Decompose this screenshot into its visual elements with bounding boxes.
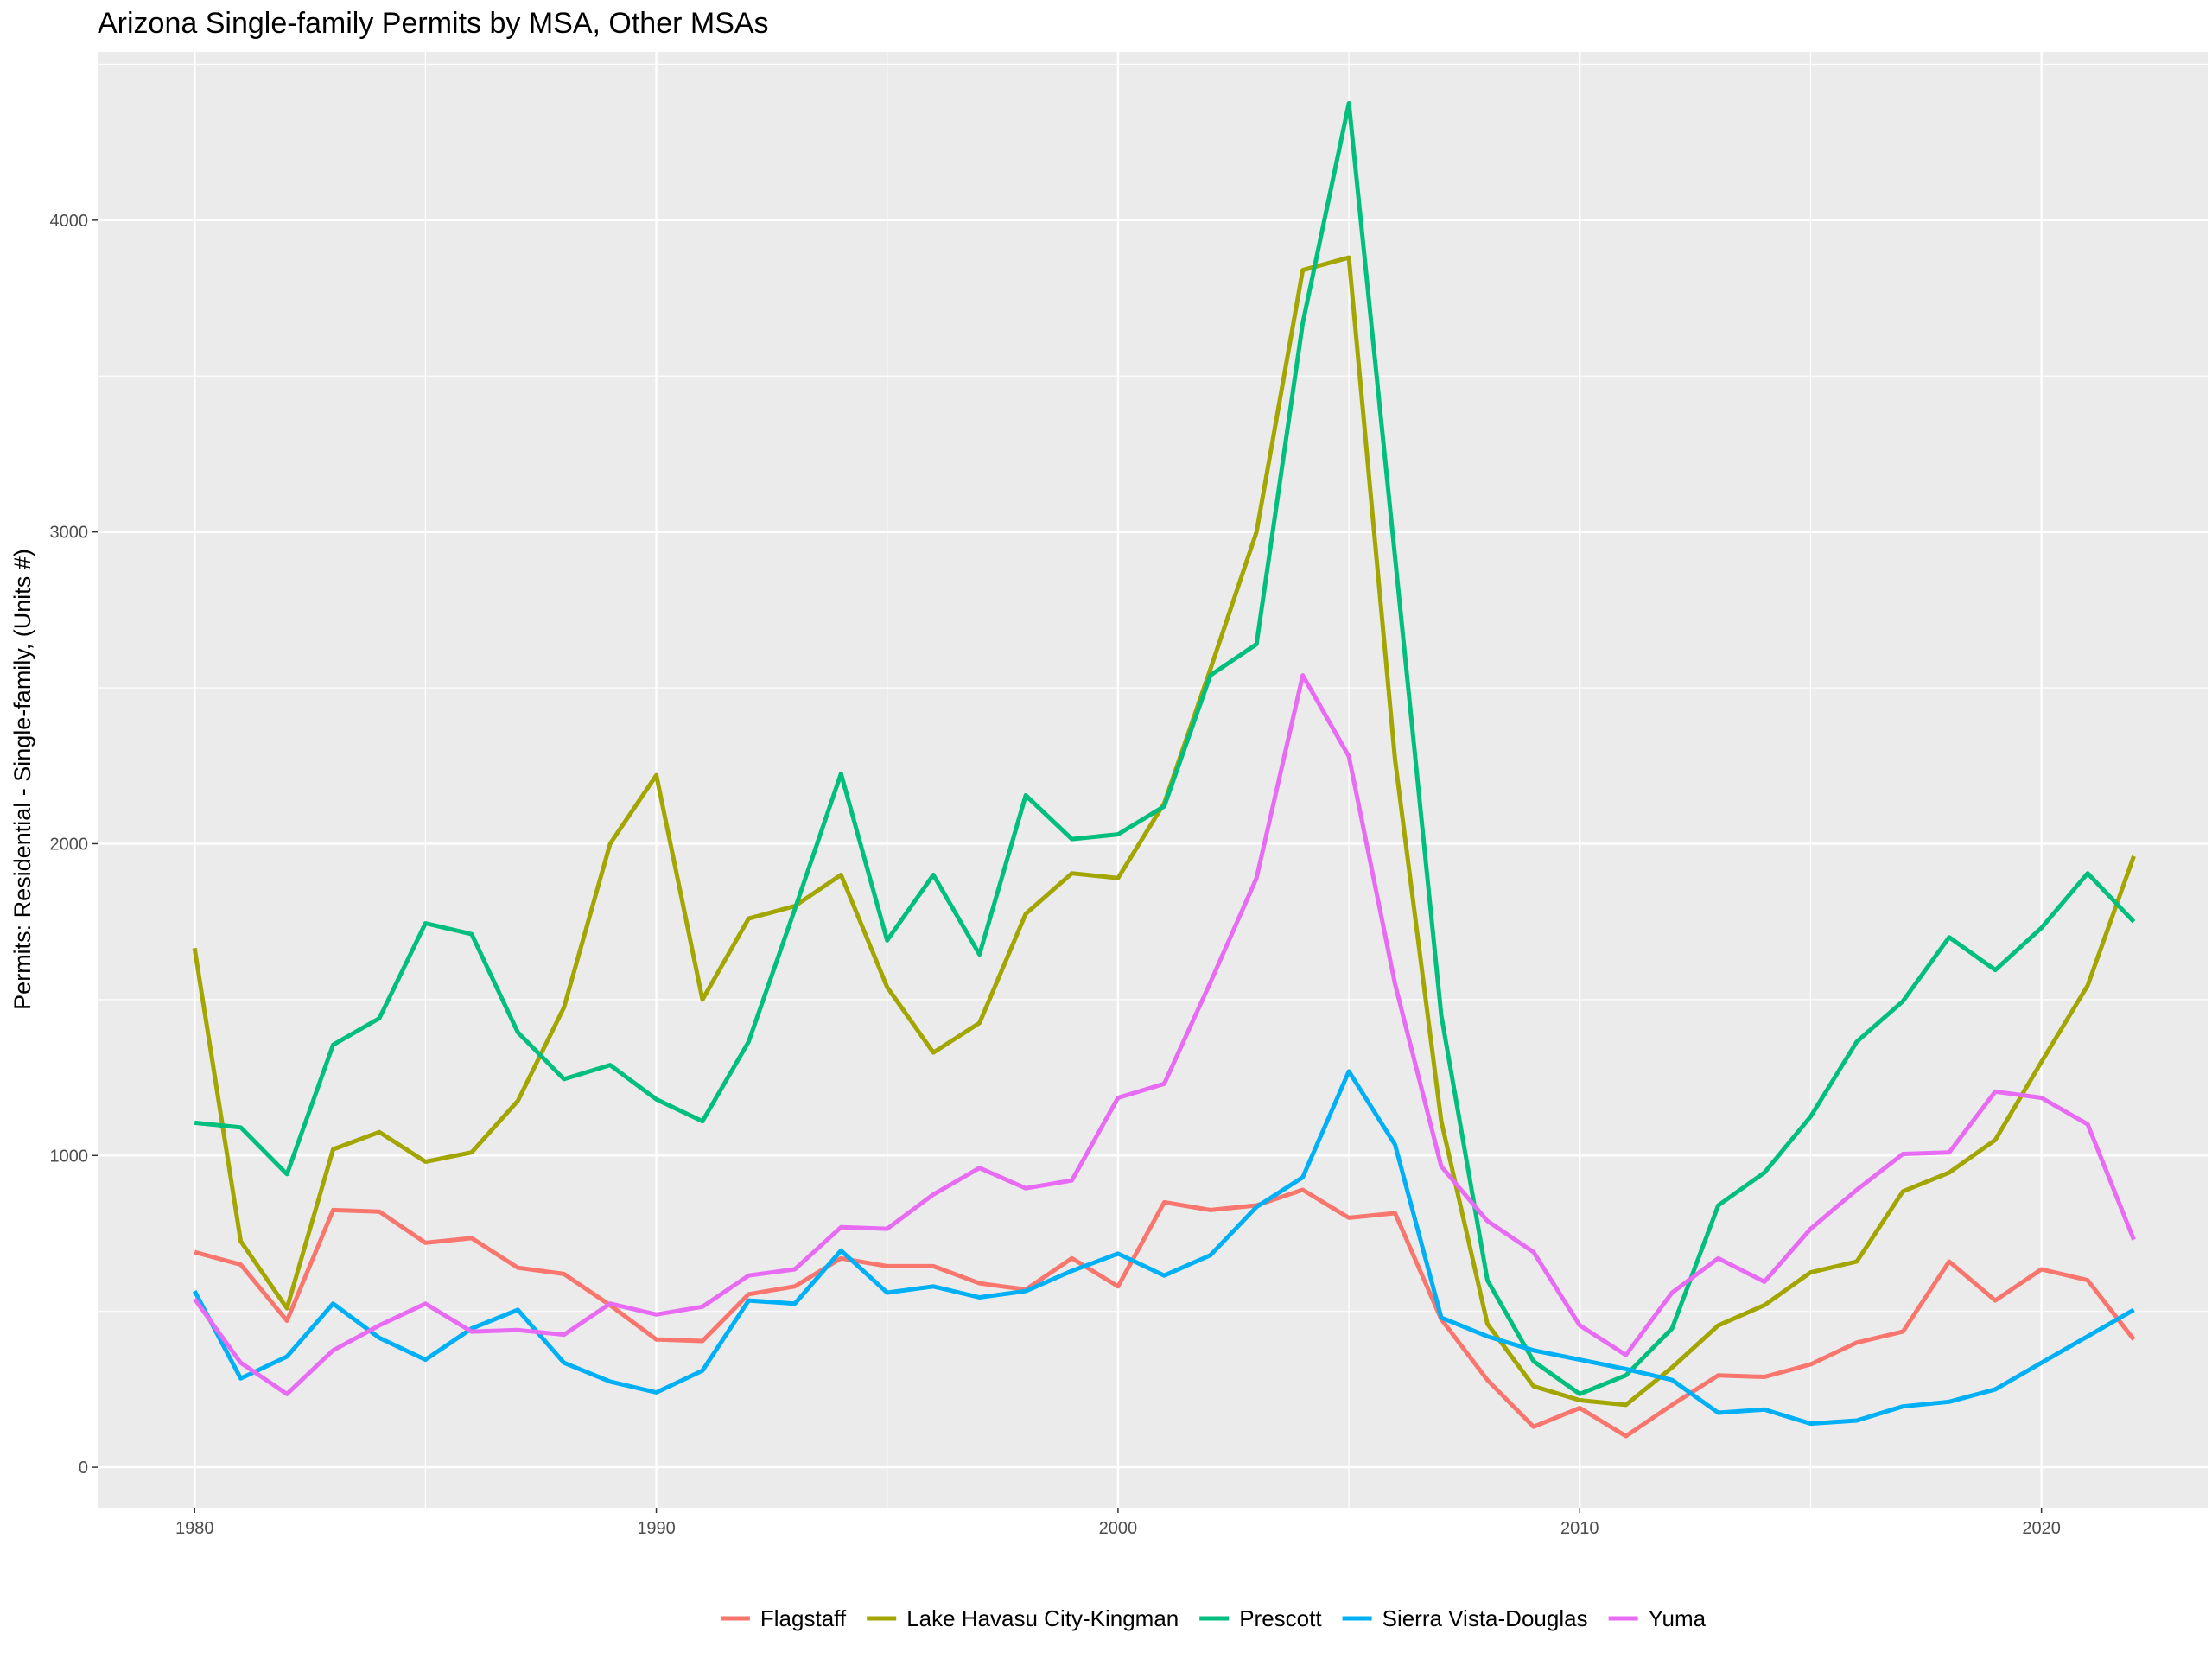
legend-item-yuma: Yuma bbox=[1608, 1605, 1707, 1631]
legend-label: Prescott bbox=[1239, 1605, 1322, 1631]
legend-item-prescott: Prescott bbox=[1199, 1605, 1322, 1631]
legend-label: Sierra Vista-Douglas bbox=[1382, 1605, 1588, 1631]
x-tick-label: 1980 bbox=[175, 1519, 214, 1538]
y-tick-label: 3000 bbox=[50, 524, 89, 543]
legend-item-sierra-vista-douglas: Sierra Vista-Douglas bbox=[1342, 1605, 1588, 1631]
x-tick-label: 1990 bbox=[637, 1519, 676, 1538]
y-tick-label: 2000 bbox=[50, 835, 89, 854]
legend-item-lake-havasu-city-kingman: Lake Havasu City-Kingman bbox=[867, 1605, 1179, 1631]
series-line-prescott bbox=[194, 101, 2136, 1396]
series-line-yuma bbox=[193, 673, 2136, 1396]
y-tick-label: 1000 bbox=[50, 1147, 89, 1166]
minor-gridlines bbox=[98, 52, 2208, 1508]
legend-label: Lake Havasu City-Kingman bbox=[906, 1605, 1179, 1631]
x-tick-label: 2020 bbox=[2022, 1519, 2061, 1538]
x-tick-label: 2000 bbox=[1099, 1519, 1138, 1538]
major-gridlines bbox=[98, 52, 2208, 1508]
series-lines bbox=[192, 101, 2136, 1439]
legend: Flagstaff Lake Havasu City-Kingman Prescot… bbox=[720, 1605, 1707, 1631]
x-axis: 1980 1990 2000 2010 2020 bbox=[175, 1508, 2061, 1538]
y-axis: 0 1000 2000 3000 4000 bbox=[50, 212, 98, 1478]
chart-title: Arizona Single-family Permits by MSA, Ot… bbox=[98, 7, 769, 40]
plot-panel bbox=[98, 52, 2208, 1508]
x-tick-label: 2010 bbox=[1560, 1519, 1599, 1538]
series-line-sierra-vista-douglas bbox=[192, 1069, 2135, 1427]
legend-item-flagstaff: Flagstaff bbox=[720, 1605, 847, 1631]
y-tick-label: 0 bbox=[79, 1459, 88, 1478]
series-line-flagstaff bbox=[194, 1187, 2136, 1439]
legend-label: Flagstaff bbox=[760, 1605, 847, 1631]
y-tick-label: 4000 bbox=[50, 212, 89, 231]
legend-label: Yuma bbox=[1649, 1605, 1707, 1631]
y-axis-title: Permits: Residential - Single-family, (U… bbox=[10, 549, 35, 1010]
